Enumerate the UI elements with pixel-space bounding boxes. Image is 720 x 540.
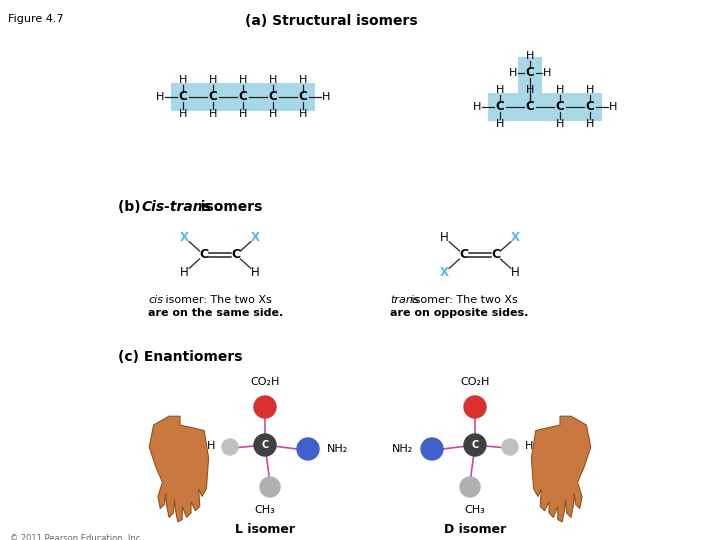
Text: H: H bbox=[207, 441, 215, 451]
Text: H: H bbox=[299, 109, 307, 119]
Circle shape bbox=[502, 439, 518, 455]
Text: H: H bbox=[299, 75, 307, 85]
Circle shape bbox=[464, 396, 486, 418]
Text: NH₂: NH₂ bbox=[327, 444, 348, 454]
Text: H: H bbox=[269, 75, 277, 85]
Circle shape bbox=[254, 396, 276, 418]
Circle shape bbox=[254, 434, 276, 456]
Text: H: H bbox=[251, 266, 260, 279]
Text: C: C bbox=[492, 248, 500, 261]
Text: Figure 4.7: Figure 4.7 bbox=[8, 14, 63, 24]
Text: H: H bbox=[543, 68, 552, 78]
Text: H: H bbox=[209, 109, 217, 119]
Text: X: X bbox=[251, 231, 260, 244]
Bar bbox=[518, 57, 542, 93]
Text: H: H bbox=[239, 75, 247, 85]
Circle shape bbox=[222, 439, 238, 455]
Text: H: H bbox=[239, 109, 247, 119]
Circle shape bbox=[421, 438, 443, 460]
Text: C: C bbox=[199, 248, 209, 261]
Text: are on opposite sides.: are on opposite sides. bbox=[390, 308, 528, 318]
Text: isomers: isomers bbox=[196, 200, 262, 214]
Text: NH₂: NH₂ bbox=[392, 444, 413, 454]
Text: D isomer: D isomer bbox=[444, 523, 506, 536]
Text: C: C bbox=[459, 248, 469, 261]
Text: C: C bbox=[526, 66, 534, 79]
Text: CO₂H: CO₂H bbox=[251, 377, 279, 387]
Text: C: C bbox=[495, 100, 505, 113]
Text: H: H bbox=[496, 119, 504, 129]
Text: H: H bbox=[609, 102, 618, 112]
Text: C: C bbox=[261, 440, 269, 450]
Text: H: H bbox=[269, 109, 277, 119]
Text: C: C bbox=[556, 100, 564, 113]
Text: (c) Enantiomers: (c) Enantiomers bbox=[118, 350, 243, 364]
Text: isomer: The two Xs: isomer: The two Xs bbox=[162, 295, 271, 305]
Text: C: C bbox=[179, 91, 187, 104]
Text: CH₃: CH₃ bbox=[464, 505, 485, 515]
Text: X: X bbox=[440, 266, 449, 279]
Text: C: C bbox=[299, 91, 307, 104]
Text: L isomer: L isomer bbox=[235, 523, 295, 536]
Text: H: H bbox=[180, 266, 189, 279]
Text: H: H bbox=[511, 266, 520, 279]
Text: C: C bbox=[231, 248, 240, 261]
Polygon shape bbox=[531, 416, 591, 522]
Text: H: H bbox=[209, 75, 217, 85]
Text: CH₃: CH₃ bbox=[255, 505, 275, 515]
Text: H: H bbox=[525, 441, 534, 451]
Text: © 2011 Pearson Education, Inc.: © 2011 Pearson Education, Inc. bbox=[10, 534, 143, 540]
Text: H: H bbox=[472, 102, 481, 112]
Text: are on the same side.: are on the same side. bbox=[148, 308, 283, 318]
Text: C: C bbox=[472, 440, 479, 450]
Text: H: H bbox=[526, 51, 534, 61]
Text: H: H bbox=[556, 119, 564, 129]
Text: X: X bbox=[510, 231, 520, 244]
Text: CO₂H: CO₂H bbox=[460, 377, 490, 387]
Bar bbox=[171, 83, 315, 111]
Text: isomer: The two Xs: isomer: The two Xs bbox=[408, 295, 518, 305]
Circle shape bbox=[464, 434, 486, 456]
Text: H: H bbox=[556, 85, 564, 95]
Text: C: C bbox=[238, 91, 248, 104]
Circle shape bbox=[460, 477, 480, 497]
Text: cis: cis bbox=[148, 295, 163, 305]
Text: C: C bbox=[269, 91, 277, 104]
Text: H: H bbox=[526, 85, 534, 95]
Text: H: H bbox=[496, 85, 504, 95]
Text: C: C bbox=[209, 91, 217, 104]
Text: H: H bbox=[156, 92, 163, 102]
Text: H: H bbox=[586, 85, 594, 95]
Text: H: H bbox=[509, 68, 517, 78]
Text: H: H bbox=[179, 75, 187, 85]
Text: (b): (b) bbox=[118, 200, 145, 214]
Polygon shape bbox=[149, 416, 209, 522]
Text: H: H bbox=[441, 231, 449, 244]
Text: H: H bbox=[179, 109, 187, 119]
Bar bbox=[488, 93, 602, 121]
Text: C: C bbox=[585, 100, 595, 113]
Text: Cis-trans: Cis-trans bbox=[142, 200, 212, 214]
Text: (a) Structural isomers: (a) Structural isomers bbox=[245, 14, 418, 28]
Circle shape bbox=[297, 438, 319, 460]
Text: trans: trans bbox=[390, 295, 418, 305]
Circle shape bbox=[260, 477, 280, 497]
Text: H: H bbox=[323, 92, 330, 102]
Text: H: H bbox=[586, 119, 594, 129]
Text: C: C bbox=[526, 100, 534, 113]
Text: X: X bbox=[180, 231, 189, 244]
